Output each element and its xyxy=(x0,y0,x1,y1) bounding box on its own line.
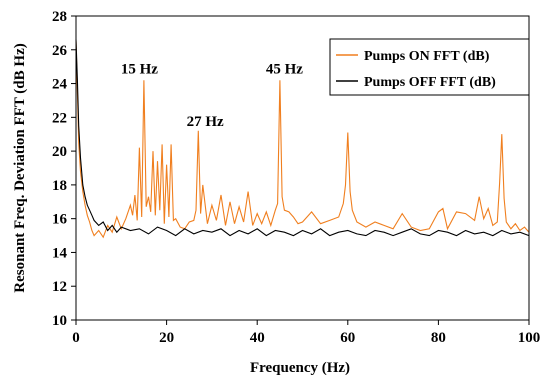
x-tick-label: 0 xyxy=(72,330,80,346)
annotation-label: 27 Hz xyxy=(187,114,224,130)
x-axis-label: Frequency (Hz) xyxy=(250,360,350,376)
legend: Pumps ON FFT (dB) Pumps OFF FFT (dB) xyxy=(329,38,530,96)
y-tick-label: 22 xyxy=(52,110,67,126)
y-tick-label: 26 xyxy=(52,43,68,59)
y-axis-label: Resonant Freq. Deviation FFT (dB Hz) xyxy=(12,43,28,292)
y-tick-label: 18 xyxy=(52,178,67,194)
y-tick-label: 24 xyxy=(52,77,68,93)
x-tick-label: 60 xyxy=(340,330,355,346)
x-axis: 0 20 40 60 80 100 xyxy=(72,320,540,346)
legend-label-pumps-on: Pumps ON FFT (dB) xyxy=(364,49,490,64)
plot-frame xyxy=(75,15,530,321)
y-tick-label: 16 xyxy=(52,212,68,228)
y-tick-label: 20 xyxy=(52,144,67,160)
series-pumps-off-line xyxy=(75,39,530,237)
y-tick-label: 28 xyxy=(52,9,67,25)
x-tick-label: 40 xyxy=(250,330,265,346)
x-tick-label: 80 xyxy=(431,330,446,346)
y-tick-label: 12 xyxy=(52,279,67,295)
series-pumps-on-line xyxy=(75,41,530,239)
annotations: 15 Hz 27 Hz 45 Hz xyxy=(121,61,303,129)
legend-label-pumps-off: Pumps OFF FFT (dB) xyxy=(364,75,496,90)
y-tick-label: 14 xyxy=(52,245,68,261)
legend-box xyxy=(329,38,530,96)
x-tick-label: 100 xyxy=(518,330,541,346)
x-tick-label: 20 xyxy=(159,330,174,346)
annotation-label: 45 Hz xyxy=(266,61,303,77)
y-tick-label: 10 xyxy=(52,313,67,329)
y-axis: 10 12 14 16 18 20 22 24 26 28 xyxy=(52,9,76,329)
annotation-label: 15 Hz xyxy=(121,61,158,77)
series-layer xyxy=(75,39,530,239)
